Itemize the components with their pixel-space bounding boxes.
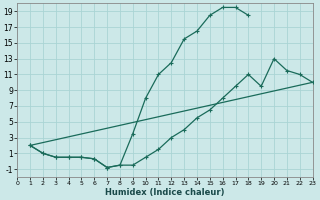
X-axis label: Humidex (Indice chaleur): Humidex (Indice chaleur)	[105, 188, 225, 197]
